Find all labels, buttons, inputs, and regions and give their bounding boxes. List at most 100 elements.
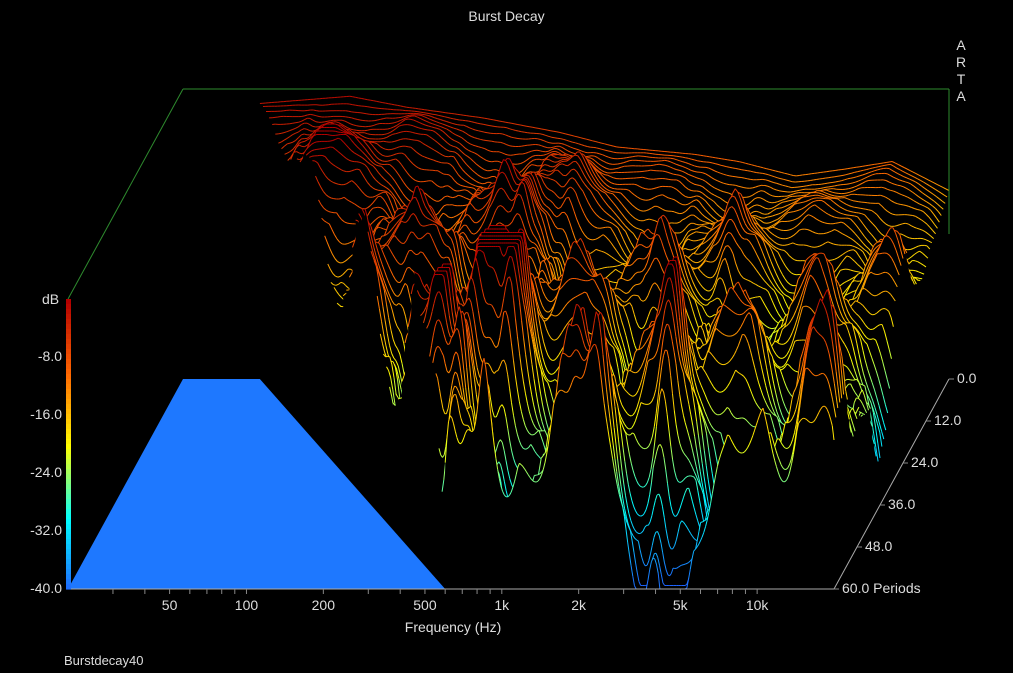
decay-slice-segment <box>286 136 291 139</box>
decay-slice-segment <box>581 144 585 147</box>
decay-slice-segment <box>877 168 881 171</box>
decay-slice-segment <box>603 166 608 169</box>
decay-slice-segment <box>701 205 706 210</box>
decay-slice-segment <box>741 177 745 179</box>
decay-slice-segment <box>865 172 869 175</box>
decay-slice-segment <box>824 194 828 197</box>
decay-slice-segment <box>452 196 456 199</box>
decay-slice-segment <box>786 196 790 200</box>
decay-slice-segment <box>745 162 749 165</box>
decay-slice-segment <box>891 200 895 204</box>
decay-slice-segment <box>897 173 902 176</box>
decay-slice-segment <box>289 148 294 152</box>
decay-slice-segment <box>436 121 440 124</box>
decay-slice-segment <box>485 159 490 162</box>
decay-slice-segment <box>346 132 350 135</box>
decay-slice-segment <box>763 222 767 224</box>
decay-slice-segment <box>474 172 479 176</box>
decay-slice-segment <box>421 155 426 158</box>
decay-slice-segment <box>874 212 878 216</box>
decay-slice-segment <box>685 157 689 159</box>
decay-slice-segment <box>422 113 426 116</box>
decay-slice-segment <box>405 145 409 148</box>
decay-slice-segment <box>353 118 358 120</box>
decay-slice-segment <box>910 198 914 201</box>
decay-slice-segment <box>329 140 333 142</box>
decay-slice-segment <box>367 133 371 135</box>
decay-slice-segment <box>594 160 599 164</box>
decay-slice-segment <box>844 197 848 200</box>
decay-slice-segment <box>786 179 790 182</box>
decay-slice-segment <box>889 161 893 163</box>
decay-slice-segment <box>738 168 742 171</box>
decay-slice-segment <box>542 133 546 136</box>
decay-slice-segment <box>376 123 381 125</box>
decay-slice-segment <box>281 145 285 150</box>
decay-slice-segment <box>615 167 619 170</box>
decay-slice-segment <box>394 121 398 124</box>
decay-slice-segment <box>289 141 294 144</box>
decay-slice-segment <box>928 185 933 188</box>
decay-slice-segment <box>462 185 466 188</box>
decay-slice-segment <box>600 159 604 162</box>
decay-slice-segment <box>309 135 314 139</box>
decay-slice-segment <box>373 123 378 126</box>
decay-slice-segment <box>490 150 494 153</box>
decay-slice-segment <box>912 171 917 175</box>
decay-slice-segment <box>595 165 600 169</box>
decay-slice-segment <box>822 177 826 180</box>
decay-slice-segment <box>717 163 722 166</box>
decay-slice-segment <box>927 179 932 182</box>
decay-slice-segment <box>887 173 891 177</box>
decay-slice-segment <box>887 188 891 191</box>
decay-slice-segment <box>698 253 702 255</box>
decay-slice-segment <box>545 150 549 153</box>
decay-slice-segment <box>614 183 618 185</box>
decay-slice-segment <box>464 154 468 157</box>
decay-slice-segment <box>854 280 858 282</box>
decay-slice-segment <box>544 164 548 166</box>
decay-slice-segment <box>668 197 672 200</box>
decay-slice-segment <box>588 155 592 157</box>
decay-slice-segment <box>780 237 784 240</box>
decay-slice-segment <box>850 199 854 202</box>
decay-slice-segment <box>682 161 686 163</box>
decay-slice-segment <box>797 202 801 204</box>
decay-slice-segment <box>278 132 282 135</box>
decay-slice-segment <box>757 190 762 193</box>
decay-slice-segment <box>940 192 945 196</box>
decay-slice-segment <box>542 169 546 171</box>
decay-slice-segment <box>788 199 792 202</box>
decay-slice-segment <box>793 210 797 213</box>
decay-slice-segment <box>597 174 602 180</box>
decay-slice-segment <box>937 211 942 216</box>
decay-slice-segment <box>479 182 483 185</box>
decay-slice-segment <box>549 151 553 154</box>
decay-slice-segment <box>682 183 686 188</box>
decay-slice-segment <box>462 130 466 134</box>
decay-slice-segment <box>417 133 421 135</box>
decay-slice-segment <box>432 130 437 134</box>
decay-slice-segment <box>600 165 605 168</box>
decay-slice-segment <box>789 292 793 294</box>
decay-slice-segment <box>693 170 698 173</box>
decay-slice-segment <box>720 164 725 167</box>
decay-slice-segment <box>896 224 900 227</box>
decay-slice-segment <box>607 174 612 178</box>
decay-slice-segment <box>306 128 311 132</box>
decay-slice-segment <box>670 157 674 160</box>
decay-slice-segment <box>645 177 649 180</box>
decay-slice-segment <box>475 129 479 132</box>
decay-slice-segment <box>318 116 322 118</box>
decay-slice-segment <box>696 199 700 203</box>
decay-slice-segment <box>889 212 894 215</box>
decay-slice-segment <box>911 207 915 210</box>
decay-slice-segment <box>431 138 436 142</box>
decay-slice-segment <box>532 155 536 157</box>
decay-slice-segment <box>439 128 444 132</box>
decay-slice-segment <box>786 206 790 210</box>
decay-slice-segment <box>425 124 429 127</box>
decay-slice-segment <box>906 168 911 172</box>
decay-slice-segment <box>853 211 857 214</box>
decay-slice-segment <box>869 167 873 170</box>
